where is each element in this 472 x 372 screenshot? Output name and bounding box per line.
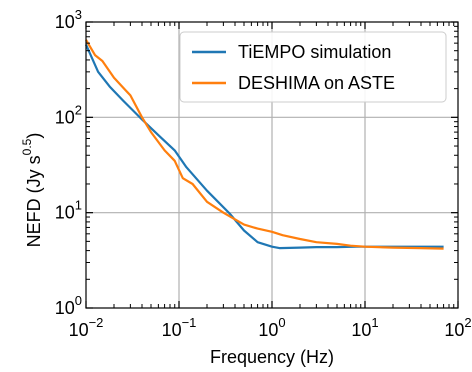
- x-tick-label-exponent: 0: [278, 315, 285, 330]
- x-tick-label: 10−2: [69, 315, 104, 340]
- y-tick-label-base: 10: [55, 298, 75, 318]
- x-tick-label-exponent: −1: [182, 315, 197, 330]
- y-tick-label: 102: [55, 102, 82, 127]
- legend-label-1: DESHIMA on ASTE: [238, 73, 395, 93]
- y-tick-label-exponent: 1: [75, 198, 82, 213]
- x-tick-label-base: 10: [69, 320, 89, 340]
- series-line-1: [85, 39, 444, 250]
- x-tick-label-exponent: −2: [89, 315, 104, 330]
- y-axis-label-main: NEFD (Jy s: [24, 155, 44, 247]
- x-tick-label-exponent: 1: [371, 315, 378, 330]
- y-tick-label: 101: [55, 198, 82, 223]
- x-axis-label: Frequency (Hz): [210, 347, 334, 367]
- x-tick-label: 101: [351, 315, 378, 340]
- legend-label-0: TiEMPO simulation: [238, 42, 391, 62]
- y-tick-label: 103: [55, 7, 82, 32]
- y-tick-label-exponent: 0: [75, 293, 82, 308]
- legend-box: [179, 31, 447, 103]
- y-tick-label-base: 10: [55, 12, 75, 32]
- y-axis-label: NEFD (Jy s0.5): [20, 133, 44, 248]
- legend: TiEMPO simulation DESHIMA on ASTE: [179, 31, 447, 103]
- y-tick-label-exponent: 2: [75, 102, 82, 117]
- x-tick-label-base: 10: [162, 320, 182, 340]
- x-tick-label: 102: [444, 315, 471, 340]
- y-tick-label-base: 10: [55, 203, 75, 223]
- series-layer: [84, 39, 444, 250]
- x-tick-label: 10−1: [162, 315, 197, 340]
- y-tick-label-base: 10: [55, 107, 75, 127]
- y-axis-label-exponent: 0.5: [20, 138, 34, 155]
- x-tick-label-base: 10: [351, 320, 371, 340]
- y-tick-label-exponent: 3: [75, 7, 82, 22]
- axis-ticks: [85, 21, 459, 309]
- x-tick-label: 100: [258, 315, 285, 340]
- x-tick-label-base: 10: [258, 320, 278, 340]
- y-tick-label: 100: [55, 293, 82, 318]
- x-tick-label-base: 10: [444, 320, 464, 340]
- y-axis-label-close: ): [24, 133, 44, 139]
- x-tick-label-exponent: 2: [464, 315, 471, 330]
